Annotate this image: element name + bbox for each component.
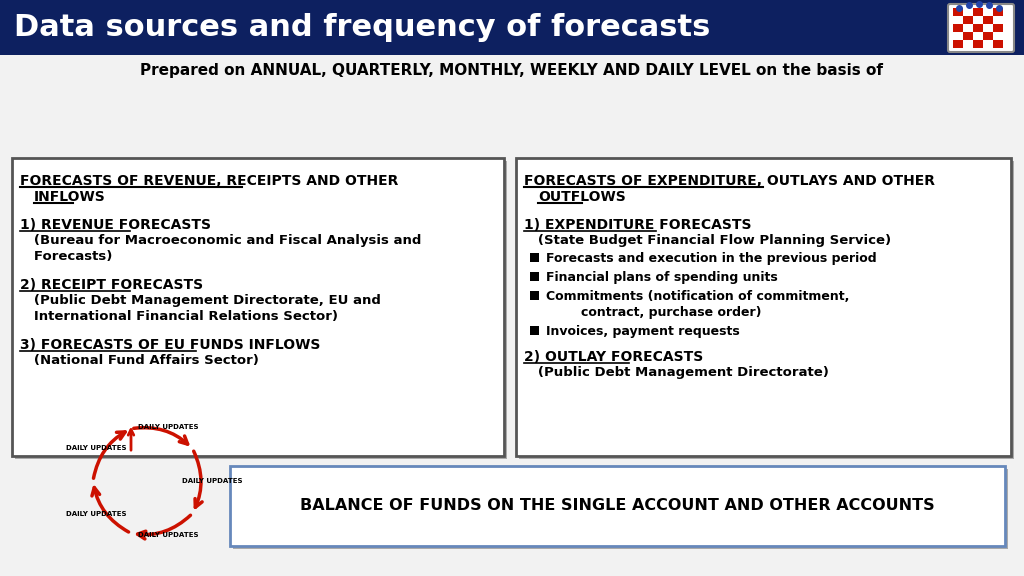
Bar xyxy=(530,291,539,300)
Bar xyxy=(963,40,973,48)
Text: 1) EXPENDITURE FORECASTS: 1) EXPENDITURE FORECASTS xyxy=(524,218,752,232)
Text: OUTFLOWS: OUTFLOWS xyxy=(538,190,626,204)
Bar xyxy=(983,40,993,48)
Text: Invoices, payment requests: Invoices, payment requests xyxy=(546,325,739,338)
Bar xyxy=(993,24,1002,32)
Bar xyxy=(530,272,539,281)
Bar xyxy=(993,16,1002,24)
Text: INFLOWS: INFLOWS xyxy=(34,190,105,204)
Bar xyxy=(973,32,983,40)
Text: (Public Debt Management Directorate, EU and
   International Financial Relations: (Public Debt Management Directorate, EU … xyxy=(20,294,381,323)
FancyBboxPatch shape xyxy=(516,158,1011,456)
Bar xyxy=(973,40,983,48)
FancyBboxPatch shape xyxy=(230,466,1005,546)
Bar xyxy=(953,24,963,32)
Bar xyxy=(0,0,1024,55)
Bar xyxy=(953,8,963,16)
Text: Commitments (notification of commitment,
        contract, purchase order): Commitments (notification of commitment,… xyxy=(546,290,849,319)
Bar xyxy=(973,16,983,24)
Text: DAILY UPDATES: DAILY UPDATES xyxy=(137,425,199,430)
Text: 1) REVENUE FORECASTS: 1) REVENUE FORECASTS xyxy=(20,218,211,232)
Bar xyxy=(993,32,1002,40)
Text: FORECASTS OF REVENUE, RECEIPTS AND OTHER: FORECASTS OF REVENUE, RECEIPTS AND OTHER xyxy=(20,174,398,188)
Bar xyxy=(953,16,963,24)
Text: 3) FORECASTS OF EU FUNDS INFLOWS: 3) FORECASTS OF EU FUNDS INFLOWS xyxy=(20,338,321,352)
FancyBboxPatch shape xyxy=(12,158,504,456)
Text: 2) OUTLAY FORECASTS: 2) OUTLAY FORECASTS xyxy=(524,350,703,364)
FancyBboxPatch shape xyxy=(233,469,1008,549)
Bar xyxy=(993,40,1002,48)
Bar xyxy=(530,253,539,262)
Bar xyxy=(953,40,963,48)
Text: Financial plans of spending units: Financial plans of spending units xyxy=(546,271,778,284)
Text: DAILY UPDATES: DAILY UPDATES xyxy=(182,478,243,484)
Text: FORECASTS OF EXPENDITURE, OUTLAYS AND OTHER: FORECASTS OF EXPENDITURE, OUTLAYS AND OT… xyxy=(524,174,935,188)
Bar xyxy=(953,32,963,40)
Bar xyxy=(963,32,973,40)
Bar xyxy=(963,16,973,24)
FancyBboxPatch shape xyxy=(519,161,1014,459)
Text: Prepared on ANNUAL, QUARTERLY, MONTHLY, WEEKLY AND DAILY LEVEL on the basis of: Prepared on ANNUAL, QUARTERLY, MONTHLY, … xyxy=(140,63,884,78)
Text: DAILY UPDATES: DAILY UPDATES xyxy=(66,445,126,451)
Bar xyxy=(973,8,983,16)
Text: Data sources and frequency of forecasts: Data sources and frequency of forecasts xyxy=(14,13,711,42)
Text: (State Budget Financial Flow Planning Service): (State Budget Financial Flow Planning Se… xyxy=(524,234,891,247)
Text: (Public Debt Management Directorate): (Public Debt Management Directorate) xyxy=(524,366,828,379)
Bar xyxy=(973,24,983,32)
Text: (National Fund Affairs Sector): (National Fund Affairs Sector) xyxy=(20,354,259,367)
Text: DAILY UPDATES: DAILY UPDATES xyxy=(66,511,126,517)
Bar xyxy=(983,8,993,16)
Bar xyxy=(983,32,993,40)
Text: (Bureau for Macroeconomic and Fiscal Analysis and
   Forecasts): (Bureau for Macroeconomic and Fiscal Ana… xyxy=(20,234,421,263)
FancyBboxPatch shape xyxy=(15,161,507,459)
Text: DAILY UPDATES: DAILY UPDATES xyxy=(137,532,199,538)
Text: 2) RECEIPT FORECASTS: 2) RECEIPT FORECASTS xyxy=(20,278,203,292)
Text: BALANCE OF FUNDS ON THE SINGLE ACCOUNT AND OTHER ACCOUNTS: BALANCE OF FUNDS ON THE SINGLE ACCOUNT A… xyxy=(300,498,935,513)
Bar xyxy=(530,326,539,335)
Bar xyxy=(983,16,993,24)
Bar xyxy=(993,8,1002,16)
Bar xyxy=(963,8,973,16)
FancyBboxPatch shape xyxy=(948,4,1014,52)
Bar xyxy=(983,24,993,32)
Text: Forecasts and execution in the previous period: Forecasts and execution in the previous … xyxy=(546,252,877,265)
Bar xyxy=(963,24,973,32)
